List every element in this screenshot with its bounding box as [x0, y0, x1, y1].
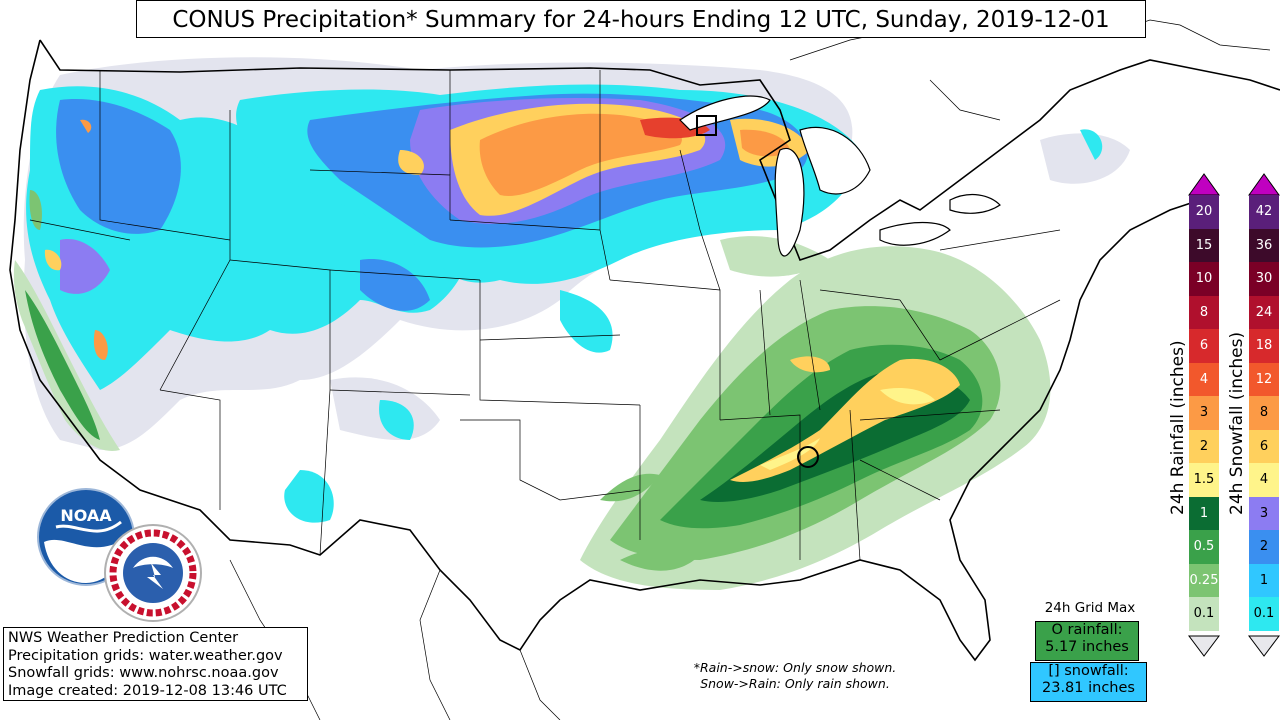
rainfall-max-marker	[797, 446, 819, 468]
rain-scale-cell: 8	[1189, 295, 1219, 329]
snow-scale-cell: 30	[1249, 262, 1279, 296]
grid-max-title: 24h Grid Max	[1044, 600, 1136, 616]
grid-max-rainfall: O rainfall: 5.17 inches	[1035, 621, 1139, 661]
rain-scale-cell: 4	[1189, 362, 1219, 396]
grid-max-snowfall: [] snowfall: 23.81 inches	[1030, 662, 1147, 702]
footnote-line: Snow->Rain: Only rain shown.	[700, 676, 890, 691]
map-title: CONUS Precipitation* Summary for 24-hour…	[136, 0, 1146, 38]
rain-color-scale: 20 15 10 8 6 4 3 2 1.5 1 0.5 0.25 0.1	[1189, 195, 1219, 631]
grid-max-rain-label: O rainfall:	[1051, 622, 1123, 638]
footnote-line: *Rain->snow: Only snow shown.	[693, 660, 897, 675]
snow-scale-cell: 18	[1249, 329, 1279, 363]
rain-scale-label: 24h Rainfall (inches)	[1168, 340, 1188, 515]
rain-scale-bottom-arrow	[1188, 635, 1220, 657]
borders	[9, 19, 1280, 720]
rain-scale-cell: 1.5	[1189, 463, 1219, 497]
rain-scale-cell: 2	[1189, 429, 1219, 463]
footnote: *Rain->snow: Only snow shown. Snow->Rain…	[680, 660, 910, 692]
snow-scale-cell: 6	[1249, 429, 1279, 463]
credit-line: NWS Weather Prediction Center	[8, 630, 239, 646]
snow-scale-cell: 42	[1249, 195, 1279, 229]
credit-line: Precipitation grids: water.weather.gov	[8, 647, 283, 664]
grid-max-rain-value: 5.17 inches	[1045, 639, 1129, 655]
rain-scale-cell: 6	[1189, 329, 1219, 363]
snow-scale-cell: 36	[1249, 228, 1279, 262]
credits-box: NWS Weather Prediction Center Precipitat…	[3, 627, 308, 701]
grid-max-snow-value: 23.81 inches	[1042, 680, 1135, 696]
credit-line: Snowfall grids: www.nohrsc.noaa.gov	[8, 665, 279, 681]
svg-text:NOAA: NOAA	[60, 506, 112, 525]
snow-scale-label: 24h Snowfall (inches)	[1227, 331, 1247, 515]
rain-scale-cell: 1	[1189, 496, 1219, 530]
rain-scale-cell: 15	[1189, 228, 1219, 262]
rain-scale-cell: 0.1	[1189, 597, 1219, 631]
snow-scale-cell: 0.1	[1249, 597, 1279, 631]
credit-line: Image created: 2019-12-08 13:46 UTC	[8, 682, 287, 699]
rain-scale-cell: 20	[1189, 195, 1219, 229]
rain-scale-cell: 0.5	[1189, 530, 1219, 564]
snow-scale-cell: 4	[1249, 463, 1279, 497]
snow-scale-cell: 12	[1249, 362, 1279, 396]
snow-scale-cell: 3	[1249, 496, 1279, 530]
snow-color-scale: 42 36 30 24 18 12 8 6 4 3 2 1 0.1	[1249, 195, 1279, 631]
snow-scale-bottom-arrow	[1248, 635, 1280, 657]
grid-max-snow-label: [] snowfall:	[1048, 663, 1129, 679]
snowfall-max-marker	[696, 115, 717, 136]
rain-scale-cell: 0.25	[1189, 563, 1219, 597]
rainfall-swaths	[13, 190, 1051, 590]
snow-scale-cell: 8	[1249, 396, 1279, 430]
snow-scale-cell: 24	[1249, 295, 1279, 329]
rain-scale-cell: 10	[1189, 262, 1219, 296]
snowfall-swaths	[23, 57, 1130, 523]
nws-logo	[104, 524, 202, 622]
snow-scale-cell: 2	[1249, 530, 1279, 564]
snow-scale-cell: 1	[1249, 563, 1279, 597]
rain-scale-cell: 3	[1189, 396, 1219, 430]
